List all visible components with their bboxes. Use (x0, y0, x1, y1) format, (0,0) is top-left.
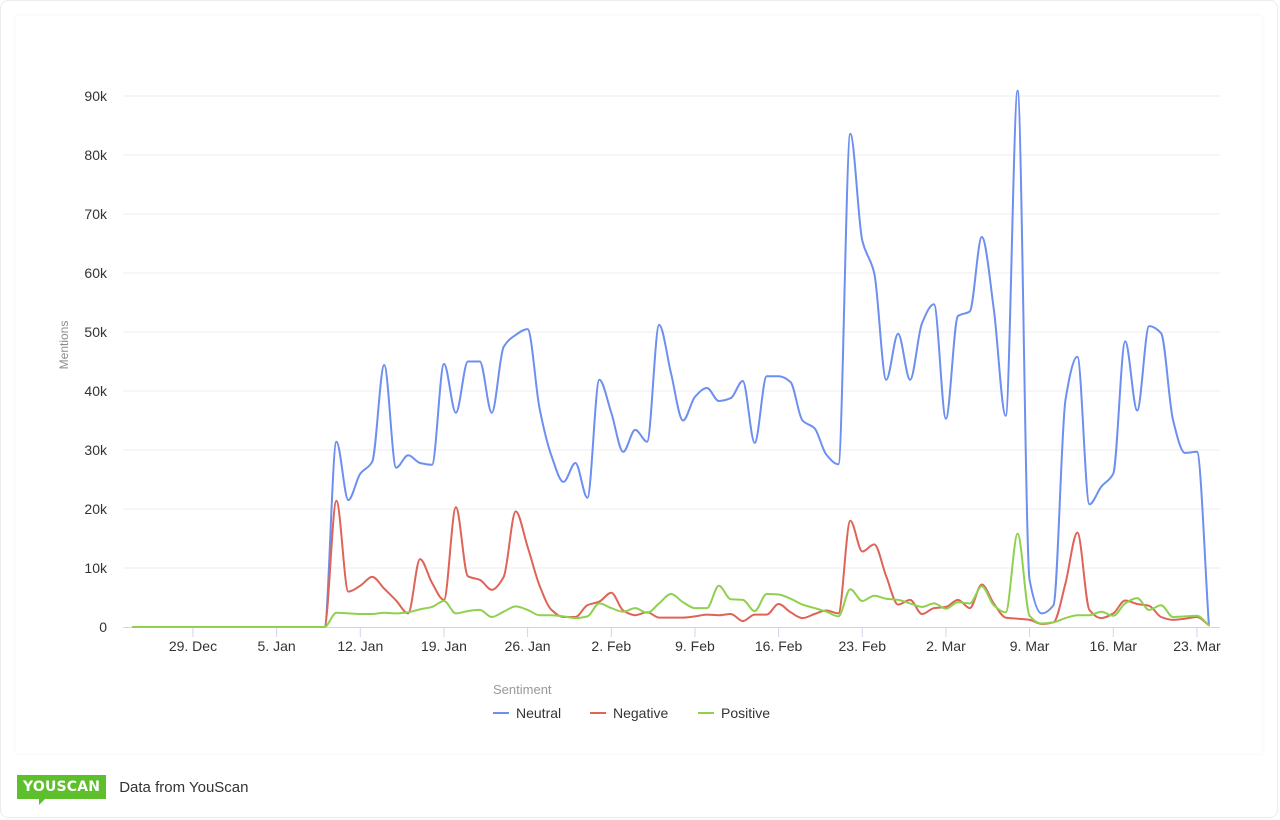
x-tick-label: 23. Feb (839, 638, 887, 654)
legend-label: Positive (721, 705, 770, 721)
y-tick-label: 20k (84, 501, 108, 517)
legend-item-positive[interactable]: Positive (698, 705, 770, 721)
y-axis-labels: 0 10k 20k 30k 40k 50k 60k 70k 80k 90k (84, 88, 108, 635)
y-tick-label: 0 (99, 619, 107, 635)
footer: YOUSCAN Data from YouScan (17, 771, 249, 805)
x-axis-ticks: 29. Dec 5. Jan 12. Jan 19. Jan 26. Jan 2. Feb… (169, 627, 1221, 654)
legend-item-neutral[interactable]: Neutral (493, 705, 561, 721)
x-tick-label: 16. Feb (755, 638, 803, 654)
x-tick-label: 12. Jan (337, 638, 383, 654)
data-source-text: Data from YouScan (119, 778, 249, 796)
x-tick-label: 16. Mar (1090, 638, 1138, 654)
x-tick-label: 5. Jan (258, 638, 296, 654)
y-tick-label: 90k (84, 88, 108, 104)
sentiment-line-chart: 0 10k 20k 30k 40k 50k 60k 70k 80k 90k Mentions 29… (57, 88, 1221, 721)
y-gridlines (123, 95, 1220, 569)
x-tick-label: 2. Mar (926, 638, 966, 654)
x-tick-label: 2. Feb (591, 638, 631, 654)
legend-item-negative[interactable]: Negative (590, 705, 668, 721)
series-line-neutral[interactable] (132, 89, 1210, 628)
chart-card (16, 16, 1262, 753)
legend: Sentiment Neutral Negative Positive (493, 682, 770, 721)
x-tick-label: 23. Mar (1173, 638, 1221, 654)
legend-label: Neutral (516, 705, 561, 721)
x-tick-label: 19. Jan (421, 638, 467, 654)
y-tick-label: 70k (84, 206, 108, 222)
y-tick-label: 60k (84, 265, 108, 281)
series-lines (132, 89, 1210, 628)
y-tick-label: 80k (84, 147, 108, 163)
series-line-positive[interactable] (132, 532, 1210, 628)
youscan-logo[interactable]: YOUSCAN (17, 775, 107, 805)
x-tick-label: 29. Dec (169, 638, 217, 654)
x-tick-label: 9. Feb (675, 638, 715, 654)
legend-label: Negative (613, 705, 668, 721)
legend-title: Sentiment (493, 682, 552, 697)
series-line-negative[interactable] (132, 499, 1210, 628)
x-tick-label: 9. Mar (1010, 638, 1050, 654)
y-tick-label: 40k (84, 383, 108, 399)
x-tick-label: 26. Jan (505, 638, 551, 654)
y-tick-label: 30k (84, 442, 108, 458)
y-tick-label: 50k (84, 324, 108, 340)
y-tick-label: 10k (84, 560, 108, 576)
y-axis-title: Mentions (57, 321, 71, 370)
